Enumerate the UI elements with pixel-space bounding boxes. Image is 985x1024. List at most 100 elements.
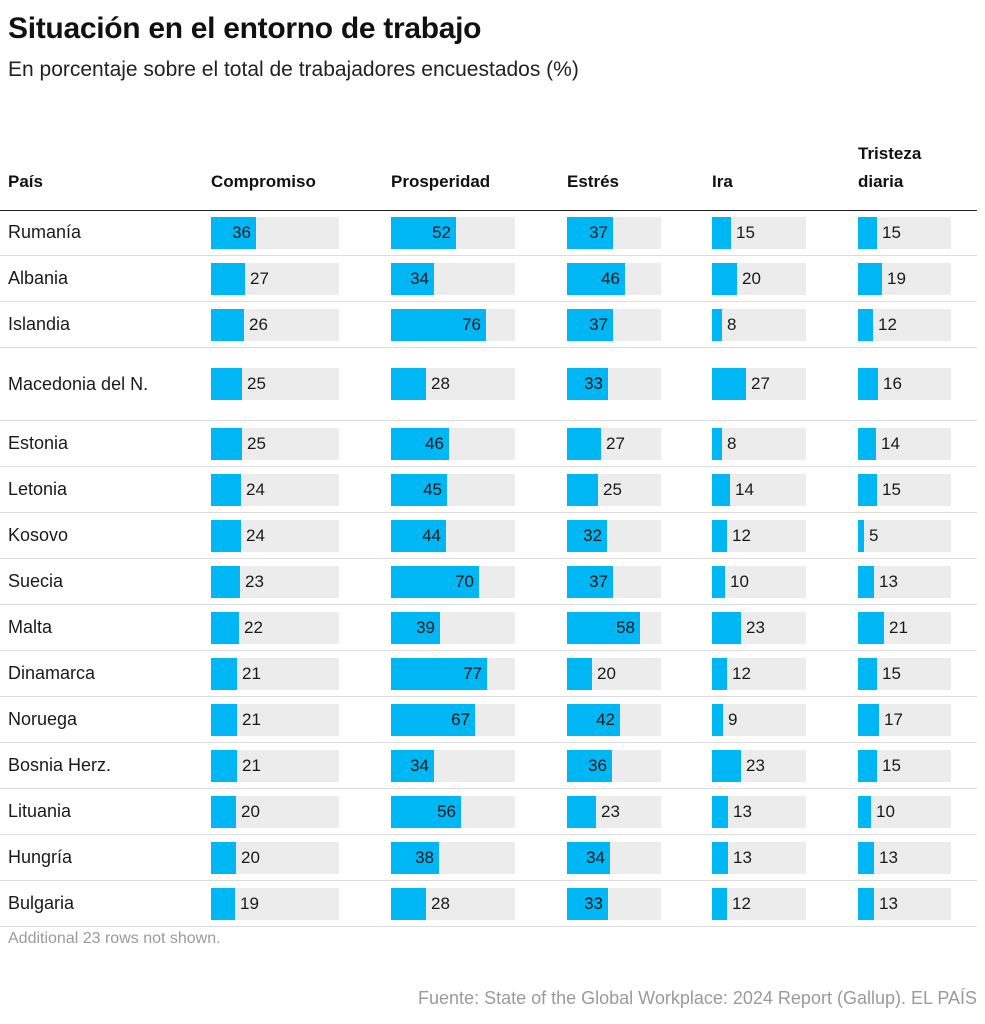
compromiso-bar bbox=[211, 611, 239, 644]
country-label: Noruega bbox=[8, 709, 78, 729]
prosperidad-cell: 46 bbox=[391, 427, 515, 460]
estres-bar bbox=[567, 565, 613, 598]
prosperidad-cell: 34 bbox=[391, 749, 515, 782]
table-row: Bulgaria 19 28 33 12 13 bbox=[0, 881, 977, 927]
tristeza-bar bbox=[858, 611, 884, 644]
compromiso-bar bbox=[211, 473, 241, 506]
column-header-prosperidad: Prosperidad bbox=[391, 172, 491, 191]
compromiso-value-label: 24 bbox=[246, 479, 265, 499]
column-header-country: País bbox=[8, 172, 43, 191]
tristeza-cell: 15 bbox=[858, 657, 951, 690]
country-label: Letonia bbox=[8, 479, 68, 499]
tristeza-cell: 19 bbox=[858, 262, 951, 295]
estres-bar bbox=[567, 749, 612, 782]
compromiso-value-label: 20 bbox=[241, 847, 260, 867]
estres-cell: 37 bbox=[567, 565, 661, 598]
prosperidad-bar bbox=[391, 887, 426, 920]
estres-cell: 27 bbox=[567, 427, 661, 460]
ira-value-label: 10 bbox=[730, 571, 749, 591]
ira-bar bbox=[712, 703, 723, 736]
compromiso-cell: 27 bbox=[211, 262, 339, 295]
prosperidad-cell: 34 bbox=[391, 262, 515, 295]
country-label: Estonia bbox=[8, 433, 69, 453]
ira-bar bbox=[712, 657, 727, 690]
table-row: Estonia 25 46 27 8 14 bbox=[0, 421, 977, 467]
ira-value-label: 8 bbox=[727, 314, 737, 334]
tristeza-bar bbox=[858, 216, 877, 249]
country-label: Dinamarca bbox=[8, 663, 96, 683]
ira-cell: 12 bbox=[712, 887, 806, 920]
prosperidad-value-label: 77 bbox=[463, 663, 482, 683]
prosperidad-value-label: 70 bbox=[455, 571, 474, 591]
compromiso-bar bbox=[211, 887, 235, 920]
estres-value-label: 37 bbox=[589, 571, 608, 591]
prosperidad-bar bbox=[391, 611, 440, 644]
estres-value-label: 36 bbox=[588, 755, 607, 775]
prosperidad-value-label: 39 bbox=[416, 617, 435, 637]
country-label: Malta bbox=[8, 617, 53, 637]
tristeza-value-label: 21 bbox=[889, 617, 908, 637]
ira-cell: 12 bbox=[712, 519, 806, 552]
ira-cell: 13 bbox=[712, 841, 806, 874]
estres-value-label: 25 bbox=[603, 479, 622, 499]
compromiso-cell: 24 bbox=[211, 519, 339, 552]
compromiso-value-label: 27 bbox=[250, 268, 269, 288]
estres-bar bbox=[567, 216, 613, 249]
prosperidad-bar bbox=[391, 216, 456, 249]
estres-cell: 37 bbox=[567, 216, 661, 249]
compromiso-cell: 20 bbox=[211, 841, 339, 874]
tristeza-value-label: 13 bbox=[879, 571, 898, 591]
prosperidad-bar bbox=[391, 565, 479, 598]
compromiso-value-label: 25 bbox=[247, 374, 266, 393]
compromiso-bar bbox=[211, 216, 256, 249]
estres-value-label: 32 bbox=[583, 525, 602, 545]
ira-bar bbox=[712, 841, 728, 874]
country-label: Macedonia del N. bbox=[8, 373, 149, 394]
prosperidad-cell: 38 bbox=[391, 841, 515, 874]
table-row: Lituania 20 56 23 13 10 bbox=[0, 789, 977, 835]
tristeza-value-label: 19 bbox=[887, 268, 906, 288]
ira-cell: 23 bbox=[712, 611, 806, 644]
tristeza-cell: 15 bbox=[858, 473, 951, 506]
tristeza-value-label: 15 bbox=[882, 222, 901, 242]
estres-bar bbox=[567, 657, 592, 690]
column-header-estres: Estrés bbox=[567, 172, 619, 191]
estres-cell: 36 bbox=[567, 749, 661, 782]
prosperidad-value-label: 38 bbox=[415, 847, 434, 867]
compromiso-value-label: 26 bbox=[249, 314, 268, 334]
prosperidad-bar bbox=[391, 519, 446, 552]
ira-bar bbox=[712, 427, 722, 460]
tristeza-value-label: 10 bbox=[876, 801, 895, 821]
compromiso-cell: 23 bbox=[211, 565, 339, 598]
country-label: Suecia bbox=[8, 571, 64, 591]
ira-bar bbox=[712, 473, 730, 506]
estres-cell: 20 bbox=[567, 657, 661, 690]
tristeza-cell: 21 bbox=[858, 611, 951, 644]
table-row: Macedonia del N. 25 28 33 27 16 bbox=[0, 348, 977, 421]
ira-cell: 12 bbox=[712, 657, 806, 690]
ira-bar bbox=[712, 795, 728, 828]
prosperidad-bar bbox=[391, 795, 461, 828]
prosperidad-value-label: 52 bbox=[432, 222, 451, 242]
compromiso-value-label: 21 bbox=[242, 755, 261, 775]
chart-title: Situación en el entorno de trabajo bbox=[8, 12, 482, 45]
compromiso-cell: 20 bbox=[211, 795, 339, 828]
tristeza-cell: 13 bbox=[858, 887, 951, 920]
ira-value-label: 8 bbox=[727, 433, 737, 453]
tristeza-bar bbox=[858, 427, 876, 460]
compromiso-value-label: 21 bbox=[242, 709, 261, 729]
tristeza-bar bbox=[858, 473, 877, 506]
prosperidad-value-label: 45 bbox=[423, 479, 442, 499]
tristeza-bar bbox=[858, 519, 864, 552]
tristeza-value-label: 12 bbox=[878, 314, 897, 334]
tristeza-bar bbox=[858, 657, 877, 690]
prosperidad-value-label: 46 bbox=[425, 433, 444, 453]
estres-bar bbox=[567, 262, 625, 295]
compromiso-bar bbox=[211, 749, 237, 782]
estres-value-label: 37 bbox=[589, 314, 608, 334]
prosperidad-bar bbox=[391, 749, 434, 782]
ira-value-label: 20 bbox=[742, 268, 761, 288]
ira-cell: 8 bbox=[712, 427, 806, 460]
ira-value-label: 13 bbox=[733, 847, 752, 867]
rows-not-shown-note: Additional 23 rows not shown. bbox=[8, 930, 221, 947]
